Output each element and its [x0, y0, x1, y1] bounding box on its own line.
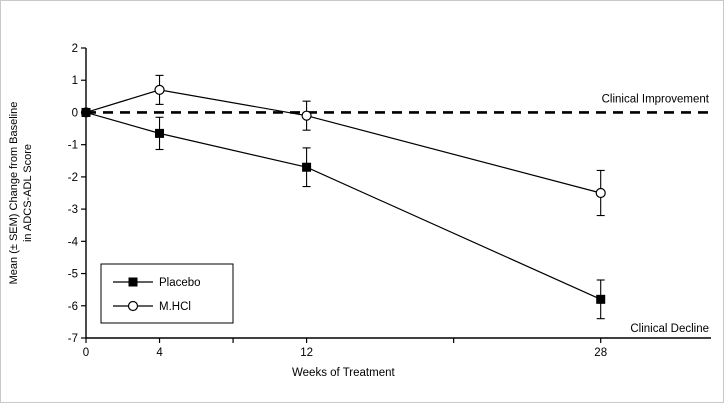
x-tick-label: 4	[156, 347, 163, 359]
y-tick-label: 2	[72, 43, 78, 55]
marker-circle	[301, 110, 312, 121]
y-tick-label: -4	[68, 236, 79, 248]
y-tick-label: 1	[72, 75, 78, 87]
legend-marker-square	[128, 277, 138, 287]
y-tick-label: -1	[68, 140, 78, 152]
y-tick-label: -5	[68, 269, 78, 281]
x-tick-label: 12	[300, 347, 313, 359]
y-tick-label: 0	[72, 107, 78, 119]
x-tick-label: 0	[83, 347, 89, 359]
x-tick-label: 28	[594, 347, 607, 359]
x-axis-title: Weeks of Treatment	[292, 367, 395, 379]
legend-marker-circle	[127, 300, 139, 312]
legend-box	[100, 263, 234, 324]
annotation-clinical-decline: Clinical Decline	[630, 323, 709, 335]
legend-label: Placebo	[159, 277, 201, 289]
marker-square	[302, 162, 312, 172]
marker-circle	[595, 187, 606, 199]
marker-square	[81, 107, 91, 117]
series-m-hcl-line	[85, 89, 601, 194]
y-tick-label: -7	[68, 333, 78, 345]
series-placebo-line	[85, 111, 601, 300]
y-tick-label: -6	[68, 301, 78, 313]
legend-label: M.HCl	[159, 301, 191, 313]
marker-circle	[154, 84, 165, 95]
y-tick-label: -2	[68, 172, 78, 184]
marker-square	[155, 128, 165, 138]
y-axis-title-line1: Mean (± SEM) Change from Baseline	[8, 102, 20, 285]
y-tick-label: -3	[68, 204, 78, 216]
annotation-clinical-improvement: Clinical Improvement	[602, 93, 710, 105]
marker-square	[596, 294, 606, 304]
y-axis-title-line2: in ADCS-ADL Score	[22, 144, 34, 242]
